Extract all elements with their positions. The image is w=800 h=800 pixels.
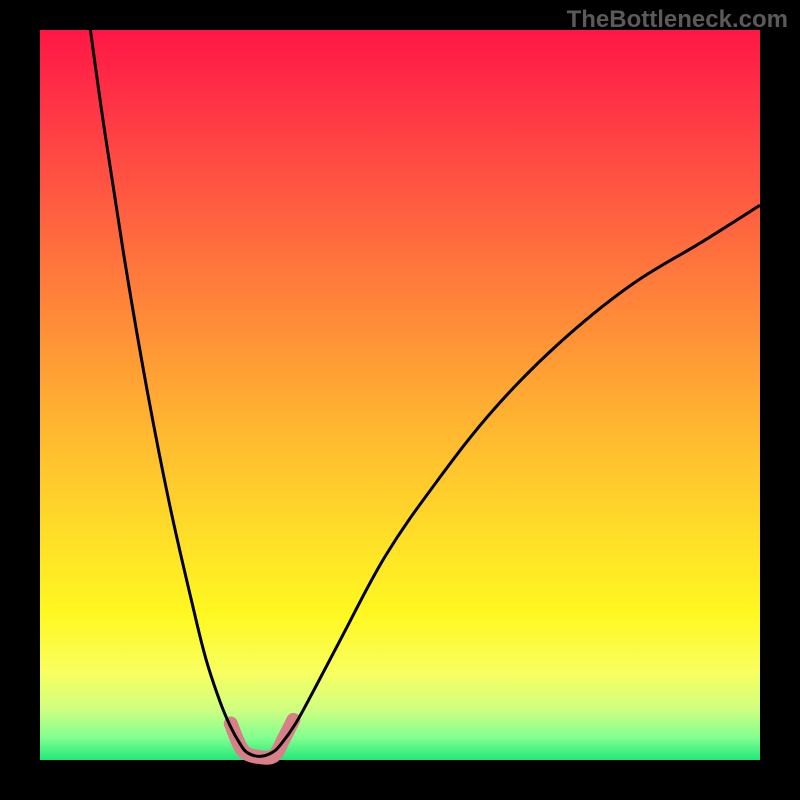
bottleneck-chart: [0, 0, 800, 800]
chart-container: TheBottleneck.com: [0, 0, 800, 800]
